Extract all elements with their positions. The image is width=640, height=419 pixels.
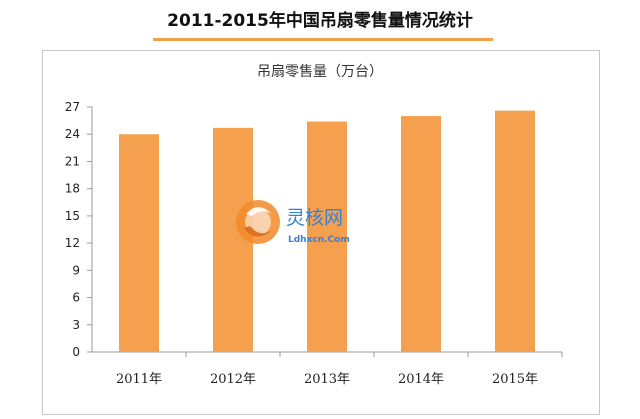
chart-bars	[119, 110, 535, 353]
y-tick-label: 18	[65, 182, 80, 196]
y-tick-labels: 0 3 6 9 12 15 18 21 24 27	[65, 100, 80, 359]
title-underline	[153, 38, 493, 41]
x-tick-labels: 2011年 2012年 2013年 2014年 2015年	[116, 372, 538, 387]
y-tick-label: 12	[65, 236, 80, 250]
x-tick-label: 2011年	[116, 372, 162, 387]
bar-3	[401, 116, 441, 353]
y-tick-label: 0	[72, 345, 80, 359]
watermark: 灵核网 Ldhxcn.Com	[236, 200, 350, 245]
bar-0	[119, 134, 159, 352]
y-tick-label: 6	[72, 291, 80, 305]
y-tick-label: 24	[65, 127, 80, 141]
page-title: 2011-2015年中国吊扇零售量情况统计	[167, 11, 473, 31]
x-tick-label: 2013年	[304, 372, 350, 387]
x-tick-label: 2015年	[492, 372, 538, 387]
bar-4	[495, 110, 535, 352]
watermark-domain: Ldhxcn.Com	[288, 235, 350, 245]
chart-title: 吊扇零售量（万台）	[257, 64, 383, 80]
y-tick-label: 15	[65, 209, 80, 223]
x-tick-label: 2014年	[398, 372, 444, 387]
y-tick-label: 21	[65, 154, 80, 168]
watermark-name: 灵核网	[286, 207, 343, 229]
y-tick-label: 3	[72, 318, 80, 332]
y-tick-label: 9	[72, 263, 80, 277]
y-tick-label: 27	[65, 100, 80, 114]
watermark-logo-icon	[236, 200, 280, 244]
x-tick-label: 2012年	[210, 372, 256, 387]
bar-2	[307, 121, 347, 352]
